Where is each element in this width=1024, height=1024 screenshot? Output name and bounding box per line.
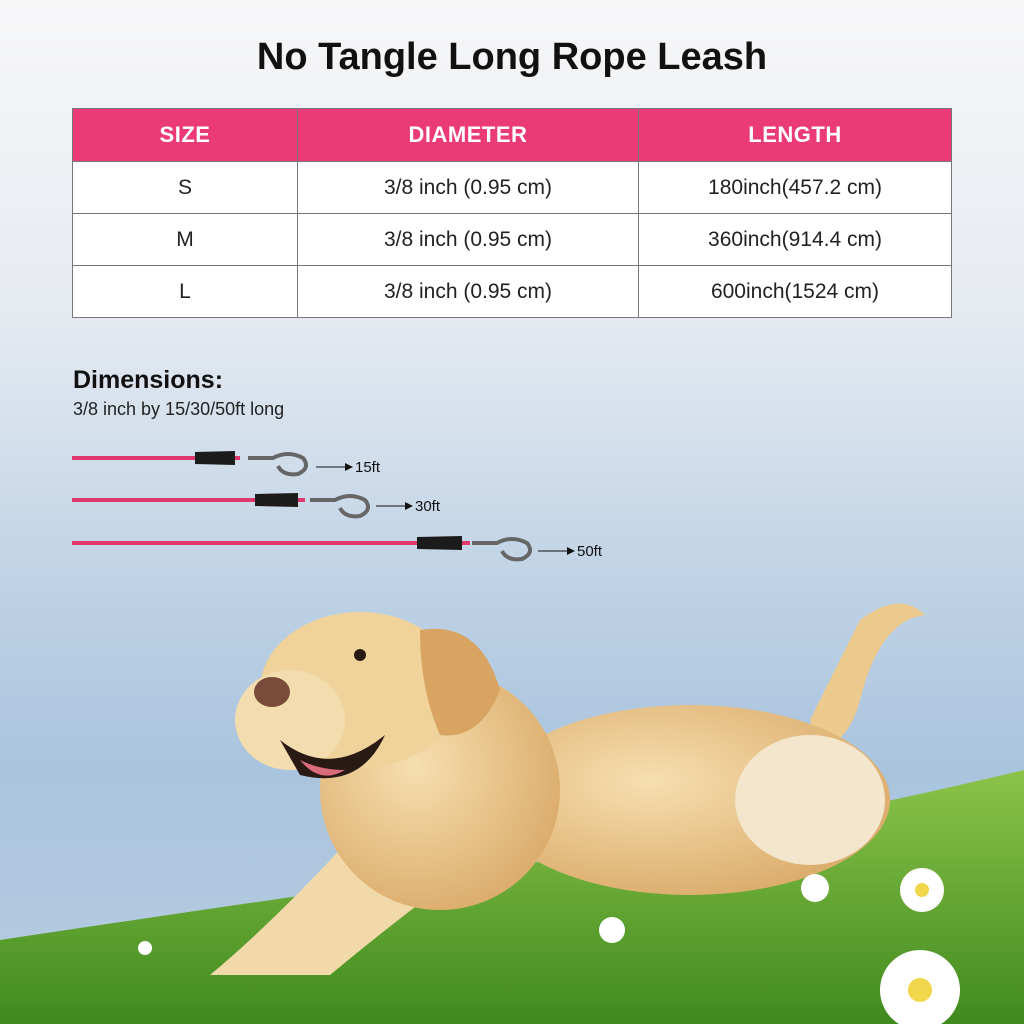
title: No Tangle Long Rope Leash	[256, 36, 768, 78]
dimensions-heading: Dimensions:	[73, 366, 224, 394]
cell: L	[72, 265, 298, 318]
column-header: SIZE	[72, 108, 298, 162]
cell: 600inch(1524 cm)	[638, 265, 952, 318]
cell: 3/8 inch (0.95 cm)	[297, 161, 639, 214]
header-row: SIZE DIAMETER LENGTH	[72, 108, 952, 162]
leash-label: 30ft	[415, 498, 441, 515]
cell: 180inch(457.2 cm)	[638, 161, 952, 214]
row: L 3/8 inch (0.95 cm) 600inch(1524 cm)	[72, 265, 952, 318]
dog	[210, 603, 925, 975]
cell: 3/8 inch (0.95 cm)	[297, 213, 639, 266]
cell: S	[72, 161, 298, 214]
leash-label: 15ft	[355, 459, 381, 476]
row: M 3/8 inch (0.95 cm) 360inch(914.4 cm)	[72, 213, 952, 266]
row: S 3/8 inch (0.95 cm) 180inch(457.2 cm)	[72, 161, 952, 214]
column-header: LENGTH	[638, 108, 952, 162]
leashes: 15ft 30ft 50ft	[72, 451, 603, 562]
cell: 3/8 inch (0.95 cm)	[297, 265, 639, 318]
cell: M	[72, 213, 298, 266]
dimensions-text: 3/8 inch by 15/30/50ft long	[73, 399, 285, 419]
leash-label: 50ft	[577, 543, 603, 560]
flowers	[138, 868, 960, 1024]
size-table: SIZE DIAMETER LENGTH S 3/8 inch (0.95 cm…	[72, 108, 952, 318]
cell: 360inch(914.4 cm)	[638, 213, 952, 266]
column-header: DIAMETER	[297, 108, 639, 162]
